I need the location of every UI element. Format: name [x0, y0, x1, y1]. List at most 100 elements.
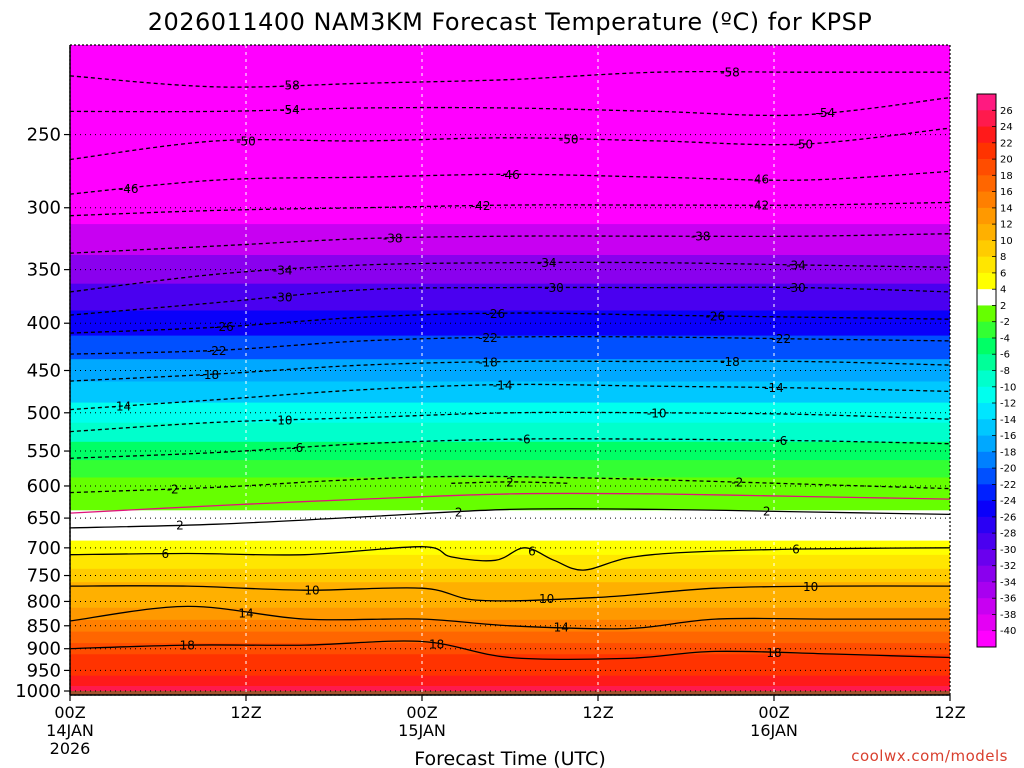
- temperature-band: [70, 69, 950, 115]
- colorbar-swatch: [977, 549, 996, 567]
- contour-line: [70, 546, 950, 571]
- contour-label: -46: [500, 168, 520, 182]
- temperature-band: [70, 460, 950, 479]
- colorbar-tick-label: -34: [1000, 577, 1016, 588]
- contour-line: [70, 127, 950, 161]
- colorbar-tick-label: -20: [1000, 464, 1016, 475]
- x-tick-date: 16JAN: [750, 721, 798, 740]
- contour-label: -50: [236, 134, 256, 148]
- colorbar-tick-label: 6: [1000, 268, 1006, 279]
- contour-label: 18: [766, 646, 781, 660]
- contour-label: -58: [280, 79, 300, 93]
- x-tick-date: 15JAN: [398, 721, 446, 740]
- colorbar-tick-label: -4: [1000, 334, 1010, 345]
- contour-label: -6: [519, 433, 531, 447]
- contour-label: -6: [775, 434, 787, 448]
- contour-line: [70, 261, 950, 293]
- contour-label: -50: [793, 138, 813, 152]
- contour-label: 10: [539, 592, 554, 606]
- contour-label: 2: [763, 505, 771, 519]
- y-tick-label: 750: [27, 566, 61, 587]
- y-axis: 2503003504004505005506006507007508008509…: [15, 45, 71, 702]
- colorbar-swatch: [977, 598, 996, 615]
- temperature-band: [70, 45, 950, 70]
- colorbar-tick-label: -32: [1000, 561, 1016, 572]
- y-tick-label: 800: [27, 591, 61, 612]
- colorbar-swatch: [977, 500, 996, 518]
- contour-line: [451, 481, 569, 484]
- colorbar-swatch: [977, 516, 996, 534]
- contour-label: -14: [111, 400, 131, 414]
- colorbar-swatch: [977, 484, 996, 502]
- contour-label: 18: [429, 638, 444, 652]
- colorbar-tick-label: 8: [1000, 252, 1006, 263]
- colorbar-swatch: [977, 630, 996, 648]
- temperature-band: [70, 224, 950, 256]
- contour-label: -2: [167, 482, 179, 496]
- x-tick-label: 00Z: [758, 703, 789, 722]
- contour-label: 2: [506, 475, 514, 489]
- colorbar-tick-label: 14: [1000, 203, 1013, 214]
- contour-label: -30: [273, 290, 293, 304]
- colorbar-swatch: [977, 370, 996, 388]
- colorbar-tick-label: -26: [1000, 512, 1016, 523]
- contour-label: -22: [207, 344, 227, 358]
- colorbar-swatch: [977, 94, 996, 111]
- y-tick-label: 450: [27, 361, 61, 382]
- colorbar-swatch: [977, 533, 996, 550]
- x-tick-label: 12Z: [934, 703, 965, 722]
- contour-label: -54: [815, 106, 835, 120]
- y-tick-label: 300: [27, 198, 61, 219]
- contour-label: -26: [485, 307, 505, 321]
- colorbar-tick-label: 4: [1000, 285, 1006, 296]
- colorbar-tick-label: 18: [1000, 171, 1013, 182]
- contour-label: -18: [478, 356, 498, 370]
- x-tick-label: 00Z: [54, 703, 85, 722]
- y-tick-label: 700: [27, 538, 61, 559]
- contour-label: -42: [749, 199, 769, 213]
- x-tick-label: 00Z: [406, 703, 437, 722]
- contour-label: 10: [304, 584, 319, 598]
- colorbar-swatch: [977, 386, 996, 404]
- colorbar-swatch: [977, 126, 996, 144]
- colorbar-swatch: [977, 191, 996, 209]
- colorbar-tick-label: 22: [1000, 138, 1013, 149]
- plot-area: -58 -58 -54 -54 -50 -50 -50 -46 -46 -46 -42 -42 -38 -…: [69, 44, 951, 696]
- chart-title: 2026011400 NAM3KM Forecast Temperature (…: [148, 8, 873, 36]
- credit-text: coolwx.com/models: [851, 747, 1008, 765]
- y-tick-label: 900: [27, 639, 61, 660]
- y-tick-label: 850: [27, 616, 61, 637]
- temperature-band: [70, 654, 950, 666]
- colorbar-swatch: [977, 337, 996, 355]
- contour-label: -22: [771, 332, 791, 346]
- colorbar-swatch: [977, 224, 996, 241]
- y-tick-label: 250: [27, 125, 61, 146]
- colorbar-swatch: [977, 142, 996, 160]
- contour-line: [70, 605, 950, 630]
- y-tick-label: 500: [27, 403, 61, 424]
- contour-label: 6: [161, 547, 169, 561]
- colorbar-tick-label: -10: [1000, 382, 1016, 393]
- contour-label: 18: [180, 639, 195, 653]
- temperature-band: [70, 283, 950, 312]
- colorbar-tick-label: -18: [1000, 447, 1016, 458]
- colorbar-swatch: [977, 175, 996, 192]
- contour-layer: -58 -58 -54 -54 -50 -50 -50 -46 -46 -46 -42 -42 -38 -…: [70, 66, 950, 660]
- colorbar-tick-label: -16: [1000, 431, 1016, 442]
- contour-label: -58: [720, 66, 740, 80]
- contour-label: -38: [383, 232, 403, 246]
- temperature-band: [70, 675, 950, 687]
- contour-label: -50: [559, 133, 579, 147]
- contour-label: 6: [792, 543, 800, 557]
- colorbar-tick-label: -40: [1000, 626, 1016, 637]
- y-tick-label: 600: [27, 476, 61, 497]
- contour-label: -30: [544, 281, 564, 295]
- colorbar-tick-label: 24: [1000, 122, 1013, 133]
- colorbar-tick-label: -12: [1000, 399, 1016, 410]
- temperature-band: [70, 631, 950, 644]
- contour-line: [70, 508, 950, 529]
- contour-label: 6: [528, 545, 536, 559]
- colorbar-tick-label: -2: [1000, 317, 1010, 328]
- contour-label: -26: [705, 309, 725, 323]
